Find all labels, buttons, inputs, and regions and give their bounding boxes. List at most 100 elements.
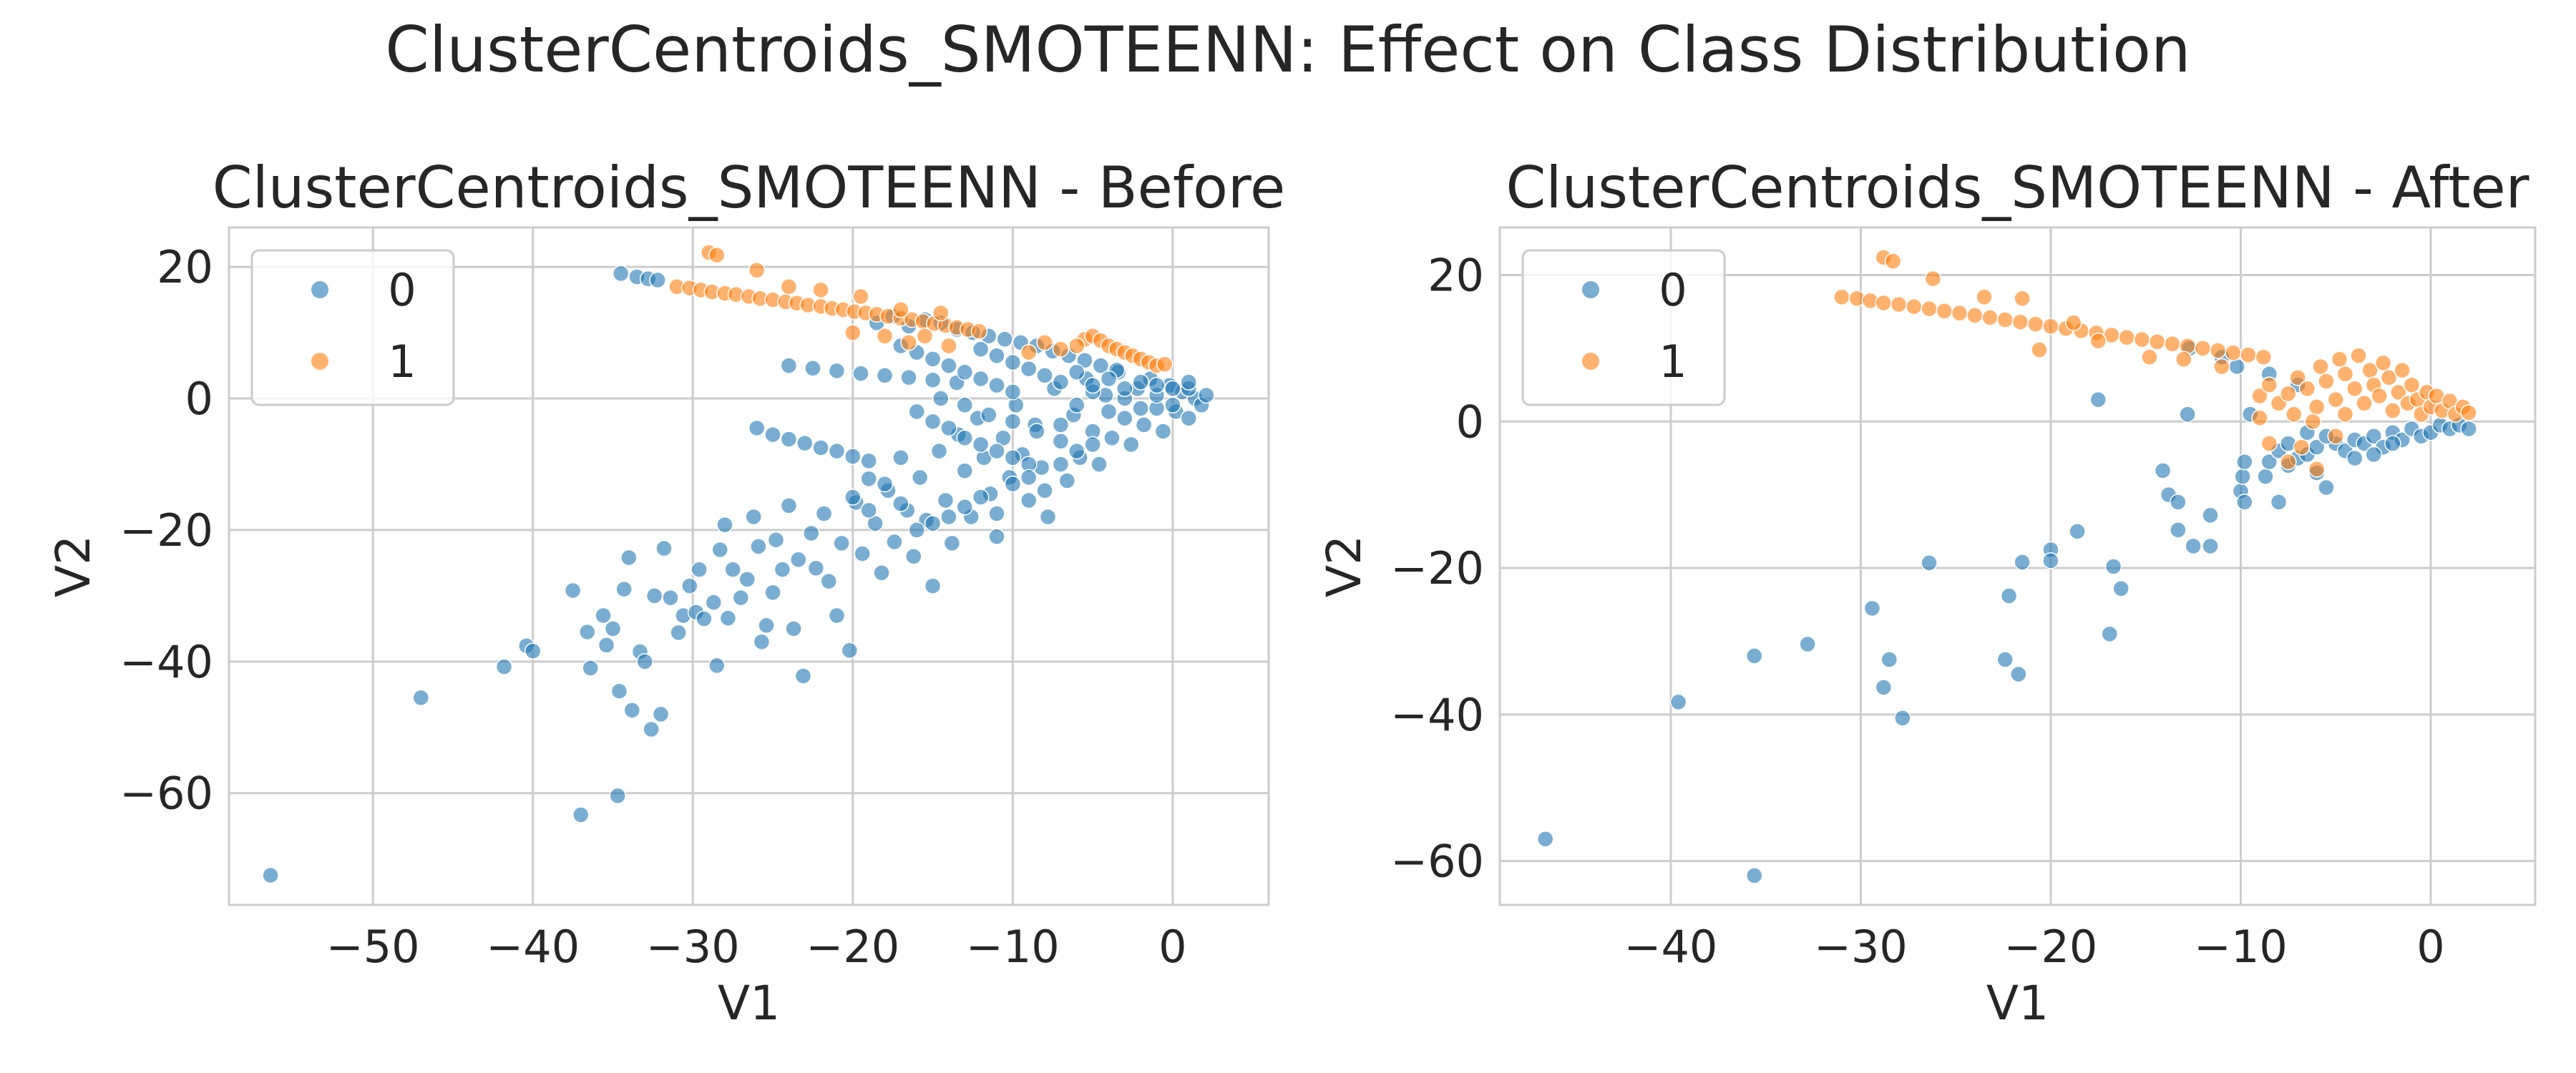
data-point	[807, 559, 825, 577]
data-point	[2170, 494, 2187, 511]
y-axis-label: V2	[46, 535, 101, 597]
data-point	[1004, 383, 1022, 401]
scatter-panel-before: −50 −40 −30 −20 −10 0 −60 −40 −20 0 20 V1 V2 Clus…	[46, 155, 1285, 1031]
data-point	[930, 442, 948, 460]
data-point	[886, 533, 903, 551]
data-point	[780, 357, 798, 374]
data-point	[2327, 391, 2344, 408]
data-point	[820, 572, 838, 590]
data-point	[670, 624, 687, 642]
x-tick-label: 0	[2416, 921, 2444, 973]
data-point	[1863, 599, 1881, 617]
data-point	[1976, 288, 1993, 306]
data-point	[1116, 409, 1133, 427]
data-point	[645, 587, 663, 604]
data-point	[597, 637, 615, 654]
data-point	[2026, 315, 2044, 333]
data-point	[564, 582, 582, 599]
data-point	[860, 501, 877, 519]
data-point	[1004, 475, 1022, 493]
data-point	[2194, 340, 2212, 357]
data-point	[2010, 665, 2027, 683]
data-point	[1536, 831, 1554, 848]
data-point	[940, 337, 957, 355]
data-point	[708, 246, 726, 264]
data-point	[681, 577, 698, 594]
data-point	[2390, 383, 2407, 401]
data-point	[844, 324, 862, 341]
series-1	[668, 244, 1174, 374]
legend: 01	[250, 249, 455, 406]
y-axis-label: V2	[1317, 535, 1372, 597]
data-point	[623, 702, 641, 719]
y-tick-label: −60	[119, 768, 213, 820]
data-point	[876, 475, 894, 493]
plot-frame	[1498, 226, 2537, 906]
data-point	[1004, 449, 1022, 466]
data-point	[524, 642, 542, 660]
data-point	[1100, 403, 1118, 421]
data-point	[582, 660, 599, 677]
data-point	[2336, 406, 2354, 423]
data-point	[1154, 423, 1172, 440]
data-point	[2374, 354, 2392, 372]
data-point	[1020, 360, 1038, 378]
data-point	[2280, 453, 2297, 471]
data-point	[2240, 346, 2257, 363]
data-point	[1936, 302, 1953, 320]
data-point	[572, 806, 590, 823]
data-point	[2403, 376, 2421, 393]
data-point	[609, 787, 626, 805]
data-point	[802, 524, 820, 542]
data-point	[1116, 380, 1133, 398]
data-point	[2255, 348, 2273, 366]
data-point	[860, 470, 877, 487]
data-point	[1052, 456, 1070, 473]
data-point	[1068, 363, 1085, 381]
data-point	[753, 633, 771, 650]
data-point	[1068, 337, 1085, 355]
data-point	[2014, 554, 2031, 571]
data-point	[785, 620, 802, 637]
data-point	[1020, 469, 1038, 486]
data-point	[943, 534, 961, 552]
data-point	[2365, 428, 2383, 445]
data-point	[972, 489, 990, 506]
data-point	[841, 642, 859, 659]
data-point	[2356, 394, 2373, 412]
data-point	[1132, 400, 1149, 417]
data-point	[972, 340, 990, 358]
data-point	[2089, 391, 2107, 408]
data-point	[1068, 396, 1085, 413]
data-point	[988, 528, 1005, 545]
data-point	[774, 561, 791, 578]
data-point	[2257, 468, 2274, 485]
panel-title: ClusterCentroids_SMOTEENN - After	[1506, 155, 2529, 221]
data-point	[2202, 537, 2219, 555]
data-point	[652, 705, 670, 723]
data-point	[2308, 398, 2326, 416]
x-tick-label: 0	[1158, 921, 1186, 973]
data-point	[2234, 468, 2251, 485]
data-point	[2394, 361, 2411, 379]
y-tick-labels: −60 −40 −20 0 20	[1390, 250, 1484, 888]
data-point	[1135, 416, 1153, 433]
data-point	[2380, 369, 2398, 386]
data-point	[892, 449, 909, 466]
legend-label: 0	[1659, 264, 1687, 316]
data-point	[2065, 314, 2082, 331]
data-point	[924, 351, 942, 368]
data-point	[1039, 508, 1057, 526]
data-point	[940, 508, 957, 526]
x-tick-labels: −50 −40 −30 −20 −10 0	[326, 921, 1187, 973]
data-point	[2312, 358, 2329, 376]
data-point	[2000, 587, 2018, 604]
data-point	[794, 667, 812, 685]
x-tick-label: −10	[2194, 921, 2288, 973]
data-point	[738, 571, 756, 588]
data-point	[932, 390, 950, 407]
data-point	[2350, 347, 2367, 364]
data-point	[2133, 330, 2151, 348]
data-point	[2154, 462, 2172, 479]
y-tick-label: 20	[157, 241, 213, 293]
